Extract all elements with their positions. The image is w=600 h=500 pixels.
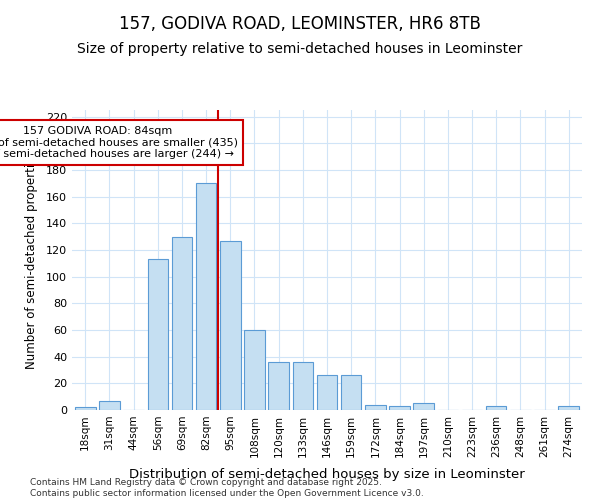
Text: Contains HM Land Registry data © Crown copyright and database right 2025.
Contai: Contains HM Land Registry data © Crown c… bbox=[30, 478, 424, 498]
Bar bbox=[365, 404, 386, 410]
Bar bbox=[389, 406, 410, 410]
X-axis label: Distribution of semi-detached houses by size in Leominster: Distribution of semi-detached houses by … bbox=[129, 468, 525, 481]
Y-axis label: Number of semi-detached properties: Number of semi-detached properties bbox=[25, 150, 38, 370]
Bar bbox=[268, 362, 289, 410]
Bar bbox=[341, 376, 361, 410]
Bar bbox=[317, 376, 337, 410]
Bar bbox=[413, 404, 434, 410]
Bar bbox=[75, 408, 95, 410]
Bar bbox=[220, 240, 241, 410]
Bar bbox=[244, 330, 265, 410]
Text: Size of property relative to semi-detached houses in Leominster: Size of property relative to semi-detach… bbox=[77, 42, 523, 56]
Bar bbox=[486, 406, 506, 410]
Text: 157 GODIVA ROAD: 84sqm
← 63% of semi-detached houses are smaller (435)
35% of se: 157 GODIVA ROAD: 84sqm ← 63% of semi-det… bbox=[0, 126, 238, 159]
Bar bbox=[196, 184, 217, 410]
Bar bbox=[148, 260, 168, 410]
Bar bbox=[99, 400, 120, 410]
Bar bbox=[293, 362, 313, 410]
Bar bbox=[559, 406, 579, 410]
Bar bbox=[172, 236, 192, 410]
Text: 157, GODIVA ROAD, LEOMINSTER, HR6 8TB: 157, GODIVA ROAD, LEOMINSTER, HR6 8TB bbox=[119, 15, 481, 33]
